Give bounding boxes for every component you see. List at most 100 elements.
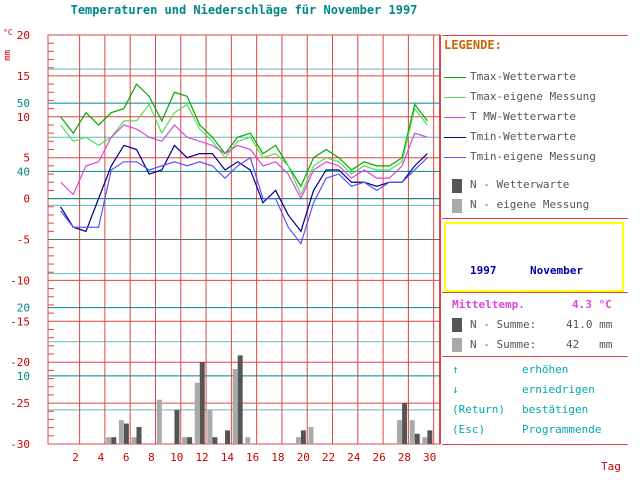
- sum2-value: 42 mm: [566, 338, 613, 351]
- help-action-up: erhöhen: [522, 363, 569, 376]
- help-key-esc[interactable]: (Esc): [452, 423, 486, 436]
- precip-bar: [422, 437, 428, 444]
- sum1-label: N - Summe:: [470, 318, 537, 331]
- precip-bar: [409, 420, 415, 444]
- x-tick-label: 22: [322, 451, 335, 464]
- y-precip-tick-label: 50: [17, 97, 30, 110]
- y-temp-tick-label: -15: [10, 315, 30, 328]
- x-tick-label: 30: [423, 451, 436, 464]
- precip-bars: [106, 355, 433, 444]
- legend-title: LEGENDE:: [444, 38, 502, 52]
- precip-bar: [194, 382, 200, 444]
- legend-swatch: [444, 137, 466, 138]
- legend-swatch: [444, 97, 466, 98]
- precip-bar: [123, 423, 129, 444]
- help-key-up[interactable]: ↑: [452, 363, 459, 376]
- panel-separator: [442, 218, 628, 219]
- legend-swatch: [444, 77, 466, 78]
- chart-grid: [47, 34, 441, 445]
- y-temp-tick-label: -30: [10, 438, 30, 451]
- precip-bar: [199, 362, 205, 444]
- y-temp-tick-label: 15: [17, 70, 30, 83]
- x-tick-label: 20: [297, 451, 310, 464]
- x-tick-label: 12: [195, 451, 208, 464]
- mean-temp-value: 4.3 °C: [572, 298, 612, 311]
- help-action-esc: Programmende: [522, 423, 602, 436]
- y-temp-tick-label: 20: [17, 29, 30, 42]
- legend-label: N - eigene Messung: [470, 198, 590, 211]
- precip-bar: [118, 420, 124, 444]
- precip-bar: [232, 369, 238, 444]
- x-tick-label: 8: [148, 451, 155, 464]
- y-temp-tick-label: 0: [23, 193, 30, 206]
- temp-series-line: [60, 83, 428, 188]
- x-tick-label: 26: [372, 451, 385, 464]
- help-key-return[interactable]: (Return): [452, 403, 505, 416]
- precip-bar: [207, 409, 213, 444]
- y-precip-tick-label: 40: [17, 165, 30, 178]
- period-box: 1997 November: [444, 222, 624, 292]
- precip-bar: [187, 437, 193, 444]
- precip-bar: [245, 437, 251, 444]
- temp-series-line: [60, 144, 428, 233]
- panel-separator: [442, 35, 628, 36]
- precip-bar: [237, 355, 243, 444]
- period-year: 1997: [470, 264, 497, 277]
- legend-label: Tmin-eigene Messung: [470, 150, 596, 163]
- legend-swatch: [452, 199, 462, 213]
- precip-bar: [295, 437, 301, 444]
- legend-label: N - Wetterwarte: [470, 178, 570, 191]
- precip-bar: [136, 426, 142, 444]
- legend-label: T MW-Wetterwarte: [470, 110, 576, 123]
- precip-bar: [402, 403, 408, 444]
- precip-bar: [174, 409, 180, 444]
- x-tick-label: 24: [347, 451, 361, 464]
- y-precip-tick-label: 10: [17, 370, 30, 383]
- legend-swatch: [444, 157, 466, 158]
- precip-bar: [397, 420, 403, 444]
- precip-bar: [225, 430, 231, 444]
- precip-bar: [414, 433, 420, 444]
- legend-label: Tmax-Wetterwarte: [470, 70, 576, 83]
- x-tick-label: 28: [398, 451, 411, 464]
- precip-bar: [427, 430, 433, 444]
- temp-series-line: [60, 103, 428, 196]
- mean-temp-label: Mitteltemp.: [452, 298, 525, 311]
- x-tick-label: 6: [123, 451, 130, 464]
- y-precip-tick-label: 20: [17, 302, 30, 315]
- y-unit-left: mm: [3, 50, 13, 61]
- x-tick-label: 18: [271, 451, 284, 464]
- panel-separator: [442, 356, 628, 357]
- panel-separator: [442, 444, 628, 445]
- precip-bar: [212, 437, 218, 444]
- chart-title: Temperaturen und Niederschläge für Novem…: [70, 3, 418, 17]
- x-tick-label: 4: [98, 451, 105, 464]
- sum1-value: 41.0 mm: [566, 318, 613, 331]
- period-month: November: [530, 264, 583, 277]
- precip-bar: [106, 437, 112, 444]
- x-tick-label: 10: [170, 451, 183, 464]
- sum2-swatch: [452, 338, 462, 352]
- panel-separator: [442, 292, 628, 293]
- legend-label: Tmin-Wetterwarte: [470, 130, 576, 143]
- x-tick-label: 14: [221, 451, 235, 464]
- help-action-return: bestätigen: [522, 403, 589, 416]
- axis-ticks: 2 4 6 8 10 12 14 16 18 20 22 24 26 28 3020151050-5-10-…: [10, 29, 436, 464]
- legend-label: Tmax-eigene Messung: [470, 90, 596, 103]
- temp-lines: [60, 83, 428, 245]
- precip-bar: [182, 437, 188, 444]
- help-key-down[interactable]: ↓: [452, 383, 459, 396]
- sum2-label: N - Summe:: [470, 338, 537, 351]
- y-temp-tick-label: -10: [10, 274, 30, 287]
- x-tick-label: 2: [72, 451, 79, 464]
- y-temp-tick-label: -5: [17, 234, 30, 247]
- temp-series-line: [60, 156, 428, 245]
- y-temp-tick-label: -25: [10, 397, 30, 410]
- precip-bar: [300, 430, 306, 444]
- precip-bar: [131, 437, 137, 444]
- x-tick-label: 16: [246, 451, 259, 464]
- precip-bar: [156, 399, 162, 444]
- sum1-swatch: [452, 318, 462, 332]
- y-temp-tick-label: -20: [10, 356, 30, 369]
- precip-bar: [111, 437, 117, 444]
